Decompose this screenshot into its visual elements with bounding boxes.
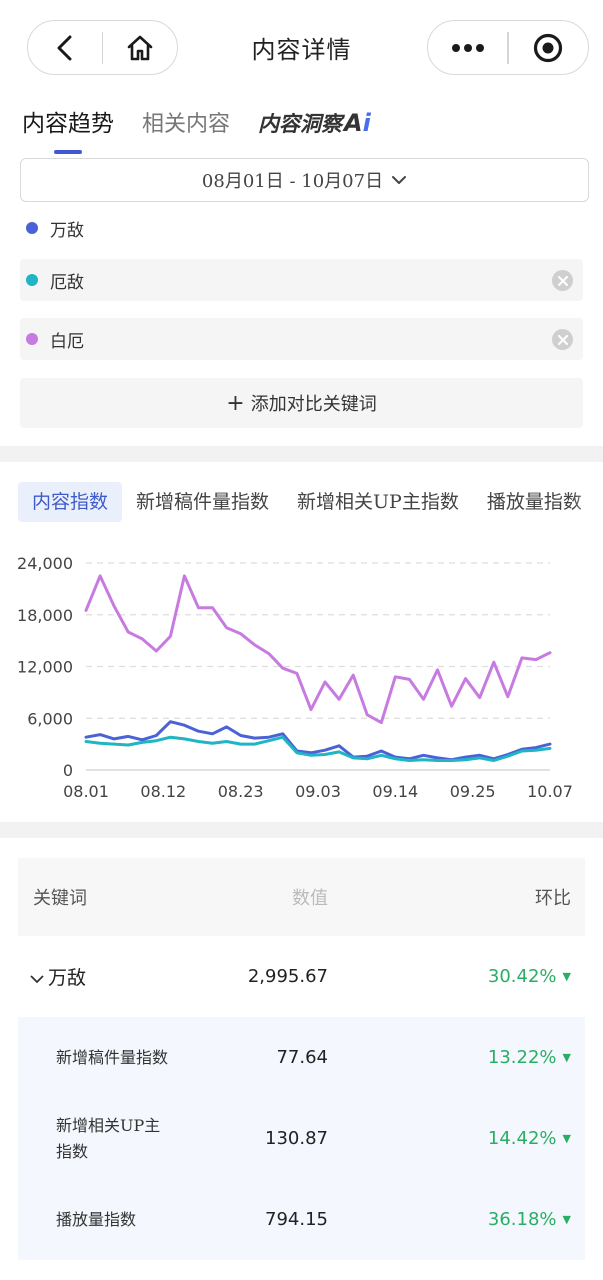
sub-change: 36.18% ▼ <box>328 1209 585 1230</box>
back-button[interactable] <box>28 21 102 74</box>
remove-keyword-button[interactable] <box>552 270 573 291</box>
tabs-fade <box>573 482 603 522</box>
metric-tab-new-posts[interactable]: 新增稿件量指数 <box>136 491 270 513</box>
tab-related-content[interactable]: 相关内容 <box>142 112 231 137</box>
keyword-row-1: 万敌 <box>20 207 583 249</box>
x-tick-label: 09.14 <box>372 782 418 801</box>
chart-series <box>84 574 552 762</box>
close-icon <box>557 334 568 345</box>
metric-tab-content-index[interactable]: 内容指数 <box>18 482 123 522</box>
keyword-label: 厄敌 <box>50 272 84 293</box>
tab-content-trend[interactable]: 内容趋势 <box>22 104 114 154</box>
series-dot <box>26 222 38 234</box>
table-row-sub: 播放量指数 794.15 36.18% ▼ <box>18 1179 585 1260</box>
series-dot <box>26 274 38 286</box>
sub-label: 新增相关UP主指数 <box>56 1115 161 1161</box>
section-divider <box>0 822 603 838</box>
capsule-divider <box>101 31 104 64</box>
y-tick-label: 6,000 <box>27 709 73 728</box>
table-row-main[interactable]: 万敌 2,995.67 30.42% ▼ <box>18 936 585 1017</box>
x-axis-labels: 08.01 08.12 08.23 09.03 09.14 09.25 10.07 <box>63 782 573 801</box>
series-dot <box>26 333 38 345</box>
header-keyword: 关键词 <box>33 888 87 909</box>
x-tick-label: 10.07 <box>527 782 573 801</box>
page-title: 内容详情 <box>251 36 352 64</box>
keyword-row-3: 白厄 <box>20 318 583 360</box>
home-button[interactable] <box>103 21 177 74</box>
home-icon <box>127 35 153 60</box>
ai-badge: Ai <box>344 109 371 137</box>
remove-keyword-button[interactable] <box>552 329 573 350</box>
back-arrow-icon <box>57 35 72 60</box>
table-header: 关键词 数值 环比 <box>18 858 585 936</box>
series-line-1 <box>84 720 552 762</box>
x-tick-label: 09.03 <box>295 782 341 801</box>
sub-change-value: 36.18% <box>487 1209 557 1230</box>
header-value: 数值 <box>292 888 328 909</box>
triangle-down-icon: ▼ <box>562 1051 571 1064</box>
tab-content-insight[interactable]: 内容洞察Ai <box>258 108 371 138</box>
y-tick-label: 24,000 <box>17 554 73 573</box>
row-change-value: 30.42% <box>487 966 557 987</box>
keyword-row-2: 厄敌 <box>20 259 583 301</box>
sub-change-value: 13.22% <box>487 1047 557 1068</box>
sub-change-value: 14.42% <box>487 1128 557 1149</box>
metric-tab-plays[interactable]: 播放量指数 <box>486 491 582 513</box>
row-keyword: 万敌 <box>18 963 218 990</box>
add-compare-keyword-button[interactable]: + 添加对比关键词 <box>20 378 583 428</box>
triangle-down-icon: ▼ <box>562 1132 571 1145</box>
row-keyword-label: 万敌 <box>48 967 87 989</box>
sub-label: 新增稿件量指数 <box>56 1047 169 1067</box>
sub-value: 77.64 <box>276 1047 328 1068</box>
table-row-sub: 新增相关UP主指数 130.87 14.42% ▼ <box>18 1098 585 1179</box>
capsule-divider <box>507 31 509 64</box>
more-dots-icon <box>451 43 484 52</box>
target-close-icon <box>534 33 563 62</box>
header-change: 环比 <box>535 888 571 909</box>
metric-tab-new-up[interactable]: 新增相关UP主指数 <box>297 491 459 513</box>
section-divider <box>0 446 603 462</box>
keyword-label: 万敌 <box>50 220 84 241</box>
row-change: 30.42% ▼ <box>328 966 585 987</box>
y-tick-label: 18,000 <box>17 606 73 625</box>
date-range-text: 08月01日 - 10月07日 <box>201 171 384 192</box>
more-button[interactable] <box>428 21 507 74</box>
y-tick-label: 12,000 <box>17 658 73 677</box>
sub-change: 14.42% ▼ <box>328 1128 585 1149</box>
series-line-3 <box>84 574 552 725</box>
triangle-down-icon: ▼ <box>562 1213 571 1226</box>
x-tick-label: 08.01 <box>63 782 109 801</box>
close-miniprogram-button[interactable] <box>509 21 588 74</box>
chevron-down-icon <box>30 975 44 984</box>
metric-tabs: 内容指数 新增稿件量指数 新增相关UP主指数 播放量指数 <box>18 482 603 522</box>
x-tick-label: 08.12 <box>140 782 186 801</box>
nav-capsule <box>27 20 178 75</box>
y-axis-labels: 0 6,000 12,000 18,000 24,000 <box>17 554 73 780</box>
trend-chart: 0 6,000 12,000 18,000 24,000 08.01 08.12 08.23… <box>17 554 573 801</box>
menu-capsule <box>427 20 589 75</box>
tab-content-insight-label: 内容洞察 <box>258 112 343 136</box>
x-tick-label: 09.25 <box>450 782 496 801</box>
table-row-sub: 新增稿件量指数 77.64 13.22% ▼ <box>18 1017 585 1098</box>
close-icon <box>557 275 568 286</box>
top-bar: 内容详情 <box>0 0 603 96</box>
main-tabs: 内容趋势 相关内容 内容洞察Ai <box>22 104 399 154</box>
keyword-label: 白厄 <box>50 331 84 352</box>
date-range-picker[interactable]: 08月01日 - 10月07日 <box>20 158 589 202</box>
series-line-2 <box>84 735 552 762</box>
triangle-down-icon: ▼ <box>562 970 571 983</box>
chart-grid <box>86 562 550 771</box>
chevron-down-icon <box>392 176 407 184</box>
y-tick-label: 0 <box>63 761 73 780</box>
sub-value: 794.15 <box>265 1209 328 1230</box>
x-tick-label: 08.23 <box>218 782 264 801</box>
add-keyword-label: 添加对比关键词 <box>250 394 377 415</box>
data-table: 关键词 数值 环比 万敌 2,995.67 30.42% ▼ 新增稿件量指数 77… <box>18 858 585 1260</box>
sub-value: 130.87 <box>265 1128 328 1149</box>
plus-icon: + <box>226 390 245 416</box>
sub-change: 13.22% ▼ <box>328 1047 585 1068</box>
row-value: 2,995.67 <box>247 966 328 987</box>
sub-label: 播放量指数 <box>56 1209 137 1229</box>
